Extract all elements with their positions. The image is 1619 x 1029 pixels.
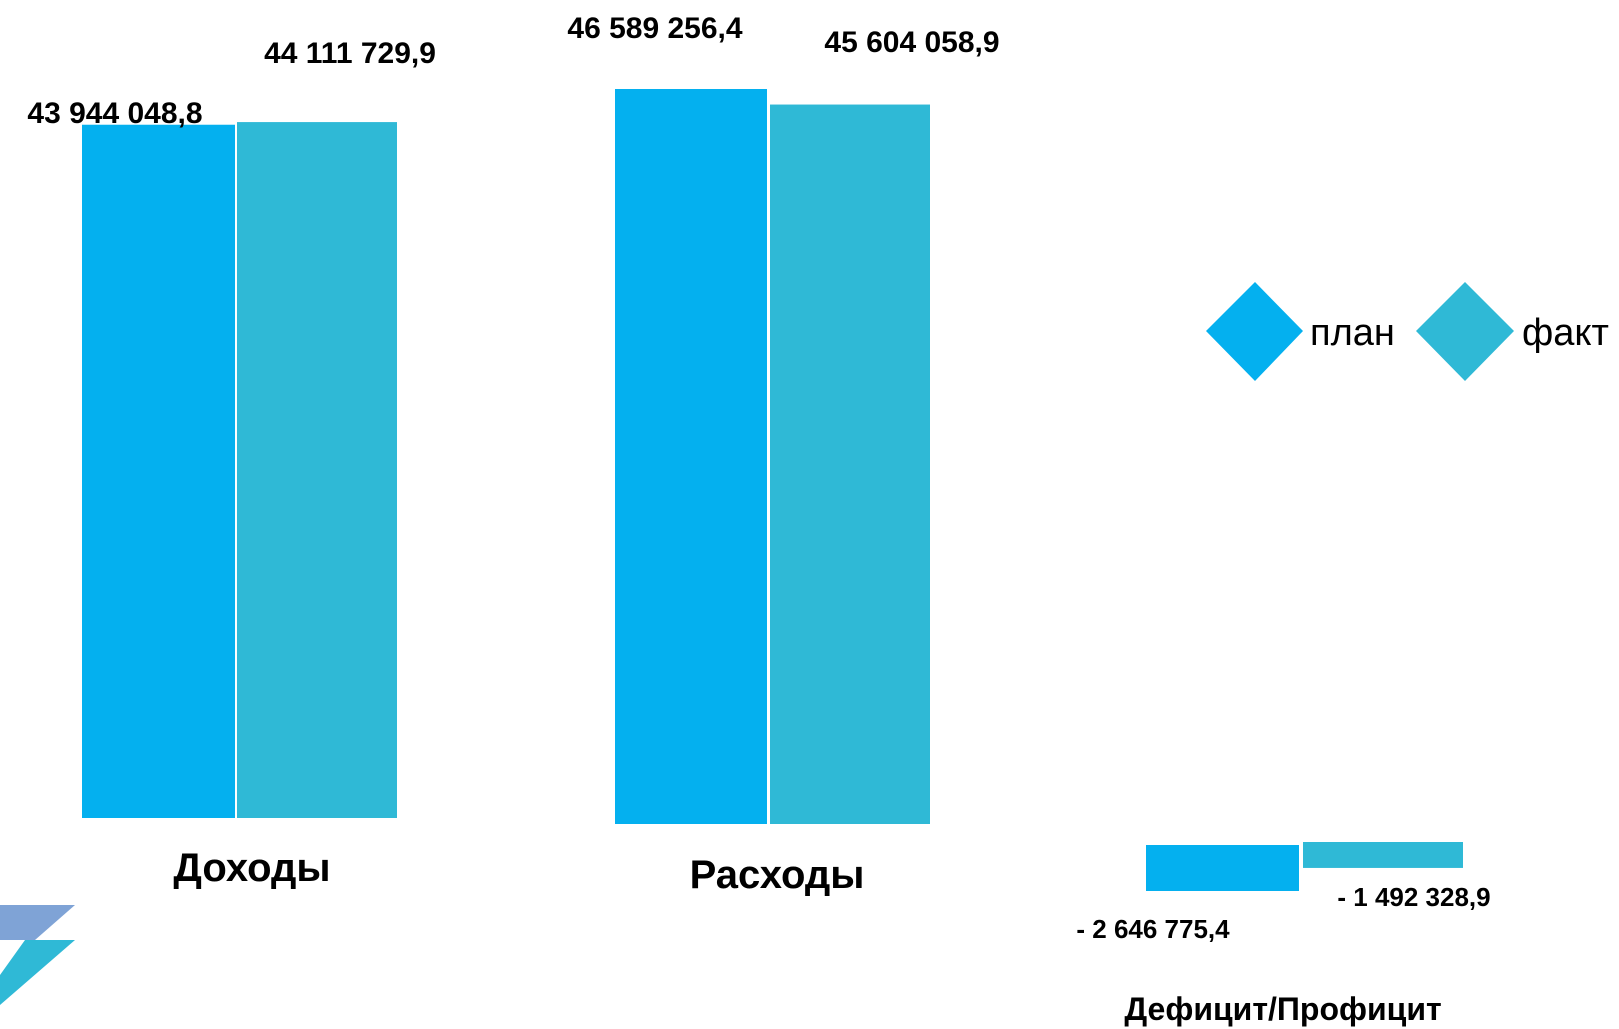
bars-layer xyxy=(82,89,1463,891)
value-label-fact-1: 45 604 058,9 xyxy=(824,26,999,59)
value-label-plan-2: - 2 646 775,4 xyxy=(1076,914,1230,944)
value-label-plan-1: 46 589 256,4 xyxy=(567,12,742,45)
logo-stripe-bottom xyxy=(0,940,75,1005)
legend-marker-plan xyxy=(1206,282,1303,381)
bar-plan-0 xyxy=(82,124,235,818)
category-label-1: Расходы xyxy=(690,853,865,897)
legend-label-fact: факт xyxy=(1522,312,1609,354)
corner-logo-icon xyxy=(0,905,75,1005)
bar-fact-0 xyxy=(237,122,397,818)
bar-fact-1 xyxy=(770,104,930,824)
bar-fact-2 xyxy=(1303,842,1463,868)
value-label-fact-2: - 1 492 328,9 xyxy=(1337,882,1490,912)
value-label-fact-0: 44 111 729,9 xyxy=(264,37,436,70)
bar-plan-1 xyxy=(615,89,767,824)
value-label-plan-0: 43 944 048,8 xyxy=(27,97,202,130)
category-labels-layer: Доходы Расходы Дефицит/Профицит xyxy=(173,846,1441,1027)
legend: план факт xyxy=(1206,282,1609,381)
logo-stripe-top xyxy=(0,905,75,940)
category-label-2: Дефицит/Профицит xyxy=(1124,991,1441,1027)
category-label-0: Доходы xyxy=(173,846,330,890)
bar-plan-2 xyxy=(1146,845,1299,891)
value-labels-layer: 43 944 048,8 44 111 729,9 46 589 256,4 45 6… xyxy=(27,12,1490,944)
legend-label-plan: план xyxy=(1310,312,1395,354)
legend-marker-fact xyxy=(1416,282,1514,381)
